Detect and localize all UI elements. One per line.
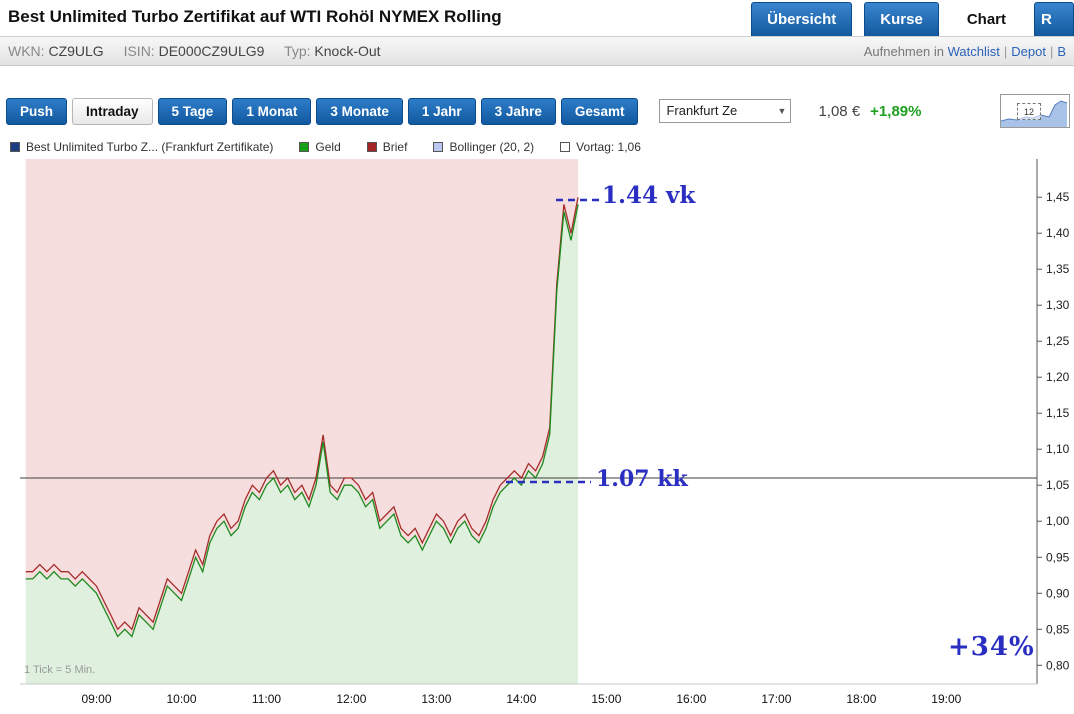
legend-item-zertifikat[interactable]: Best Unlimited Turbo Z... (Frankfurt Zer…	[10, 140, 273, 154]
period-push-button[interactable]: Push	[6, 97, 68, 125]
chart-range-thumbnail[interactable]: 12	[1000, 94, 1070, 128]
exchange-select[interactable]: Frankfurt Ze ▼	[659, 99, 792, 123]
legend-label: Best Unlimited Turbo Z... (Frankfurt Zer…	[26, 140, 274, 154]
period-intraday-button[interactable]: Intraday	[72, 97, 153, 125]
svg-text:0,85: 0,85	[1046, 622, 1070, 636]
svg-text:0,80: 0,80	[1046, 658, 1070, 672]
svg-text:0,90: 0,90	[1046, 586, 1070, 600]
svg-text:1,45: 1,45	[1046, 190, 1070, 204]
svg-text:12:00: 12:00	[336, 692, 366, 706]
legend-item-bollinger[interactable]: Bollinger (20, 2)	[433, 140, 534, 154]
legend-item-geld[interactable]: Geld	[299, 140, 341, 154]
isin-label: ISIN:	[123, 43, 155, 59]
chart-area: 1,45 1,40 1,35 1,30 1,25 1,20 1,15 1,10 1,05 1,00…	[0, 156, 1074, 709]
intraday-price-chart[interactable]: 1,45 1,40 1,35 1,30 1,25 1,20 1,15 1,10 1,05 1,00…	[0, 156, 1074, 709]
legend-item-vortag[interactable]: Vortag: 1,06	[560, 140, 641, 154]
wkn-value: CZ9ULG	[48, 43, 104, 59]
svg-text:0,95: 0,95	[1046, 550, 1070, 564]
svg-text:1,15: 1,15	[1046, 406, 1070, 420]
chevron-down-icon: ▼	[777, 106, 787, 116]
link-separator: |	[1003, 43, 1008, 59]
watchlist-prefix: Aufnehmen in	[863, 43, 944, 59]
svg-text:13:00: 13:00	[421, 692, 451, 706]
svg-text:1,05: 1,05	[1046, 478, 1070, 492]
last-price: 1,08 €	[818, 102, 861, 120]
geld-swatch-icon	[299, 142, 310, 152]
period-5tage-button[interactable]: 5 Tage	[157, 97, 228, 125]
svg-text:1,10: 1,10	[1046, 442, 1070, 456]
period-3monate-button[interactable]: 3 Monate	[316, 97, 403, 125]
svg-text:17:00: 17:00	[761, 692, 791, 706]
period-3jahre-button[interactable]: 3 Jahre	[480, 97, 556, 125]
svg-text:09:00: 09:00	[81, 692, 111, 706]
svg-text:11:00: 11:00	[252, 692, 281, 706]
legend-label: Vortag: 1,06	[576, 140, 641, 154]
typ-label: Typ:	[284, 43, 311, 59]
annotation-buy-level: 1.07 kk	[596, 466, 688, 492]
svg-text:1,25: 1,25	[1046, 334, 1070, 348]
wkn-label: WKN:	[8, 43, 45, 59]
svg-text:18:00: 18:00	[846, 692, 876, 706]
typ-value: Knock-Out	[314, 43, 381, 59]
instrument-info-bar: WKN: CZ9ULG ISIN: DE000CZ9ULG9 Typ: Knoc…	[0, 36, 1074, 66]
svg-text:14:00: 14:00	[506, 692, 536, 706]
annotation-sell-level: 1.44 vk	[602, 182, 696, 209]
svg-text:1,00: 1,00	[1046, 514, 1070, 528]
tab-chart[interactable]: Chart	[950, 2, 1022, 36]
legend-label: Geld	[315, 140, 341, 154]
brief-swatch-icon	[366, 142, 377, 152]
link-separator: |	[1049, 43, 1054, 59]
isin-value: DE000CZ9ULG9	[158, 43, 265, 59]
zertifikat-swatch-icon	[10, 142, 20, 152]
instrument-identifiers: WKN: CZ9ULG ISIN: DE000CZ9ULG9 Typ: Knoc…	[8, 43, 397, 59]
bollinger-swatch-icon	[433, 142, 444, 152]
svg-text:15:00: 15:00	[591, 692, 621, 706]
svg-text:1,30: 1,30	[1046, 298, 1070, 312]
annotation-gain-percent: +34%	[948, 632, 1035, 662]
period-1jahr-button[interactable]: 1 Jahr	[407, 97, 476, 125]
exchange-select-value: Frankfurt Ze	[666, 103, 738, 118]
svg-text:1,35: 1,35	[1046, 262, 1070, 276]
watchlist-actions: Aufnehmen in Watchlist | Depot | B	[864, 44, 1066, 59]
chart-legend: Best Unlimited Turbo Z... (Frankfurt Zer…	[0, 138, 1074, 156]
tab-realtime-clipped[interactable]: R	[1034, 2, 1074, 36]
svg-text:16:00: 16:00	[676, 692, 706, 706]
thumbnail-selection[interactable]: 12	[1017, 103, 1041, 120]
benachrichtigung-link-clipped[interactable]: B	[1057, 43, 1066, 59]
depot-link[interactable]: Depot	[1011, 43, 1046, 59]
nav-tabs: Übersicht Kurse Chart R	[751, 2, 1074, 36]
period-1monat-button[interactable]: 1 Monat	[232, 97, 312, 125]
price-change-percent: +1,89%	[870, 102, 922, 120]
legend-label: Bollinger (20, 2)	[449, 140, 535, 154]
svg-text:1,20: 1,20	[1046, 370, 1070, 384]
tab-uebersicht[interactable]: Übersicht	[751, 2, 853, 36]
page-header: Best Unlimited Turbo Zertifikat auf WTI …	[0, 0, 1074, 36]
page-title: Best Unlimited Turbo Zertifikat auf WTI …	[8, 7, 502, 26]
vortag-swatch-icon	[560, 142, 571, 152]
tick-resolution-note: 1 Tick = 5 Min.	[24, 664, 96, 676]
svg-text:10:00: 10:00	[166, 692, 196, 706]
chart-toolbar: Push Intraday 5 Tage 1 Monat 3 Monate 1 …	[0, 94, 1074, 128]
watchlist-link[interactable]: Watchlist	[947, 43, 1000, 59]
price-quote: 1,08 € +1,89%	[818, 103, 921, 120]
svg-text:1,40: 1,40	[1046, 226, 1070, 240]
svg-text:19:00: 19:00	[931, 692, 961, 706]
tab-kurse[interactable]: Kurse	[864, 2, 939, 36]
legend-label: Brief	[382, 140, 408, 154]
period-gesamt-button[interactable]: Gesamt	[560, 97, 639, 125]
legend-item-brief[interactable]: Brief	[366, 140, 408, 154]
